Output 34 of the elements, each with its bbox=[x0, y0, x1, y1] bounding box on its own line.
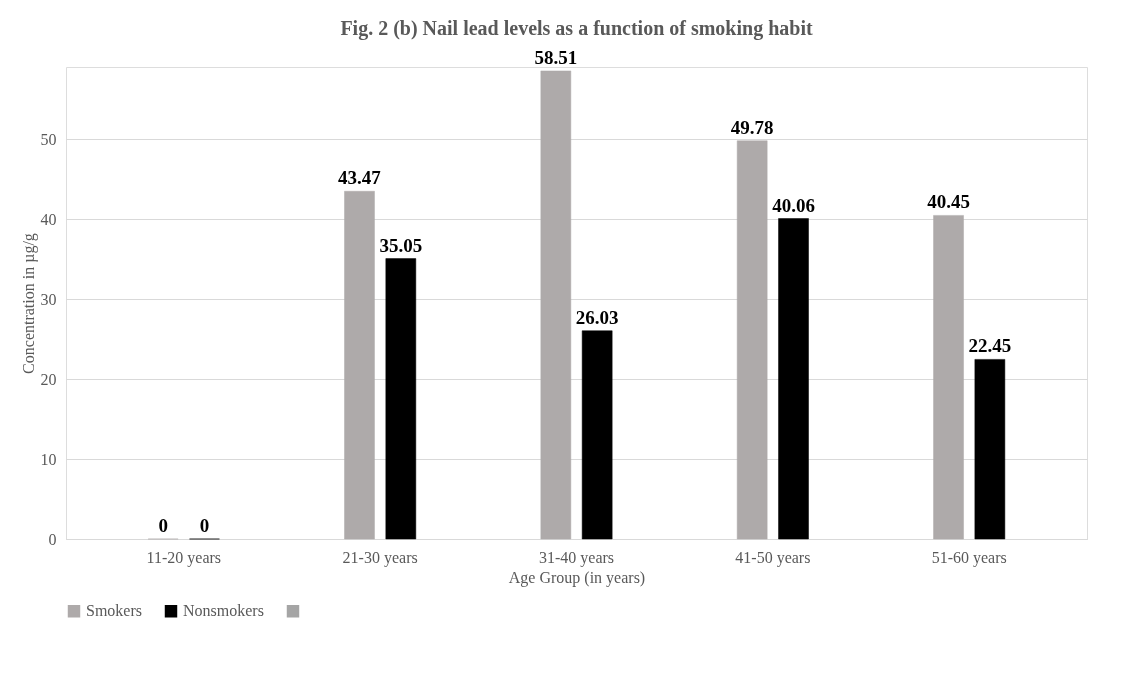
x-tick-label: 41-50 years bbox=[735, 548, 811, 567]
bar bbox=[540, 70, 572, 540]
y-tick-label: 30 bbox=[40, 290, 57, 308]
chart-title: Fig. 2 (b) Nail lead levels as a function of smoking habit bbox=[340, 16, 813, 40]
x-tick-label: 21-30 years bbox=[342, 548, 418, 567]
bar bbox=[581, 330, 613, 540]
x-tick-label: 11-20 years bbox=[146, 548, 222, 567]
legend-label: Smokers bbox=[86, 602, 142, 620]
data-label: 40.06 bbox=[772, 194, 815, 216]
legend-label: Nonsmokers bbox=[183, 602, 264, 620]
data-label: 40.45 bbox=[927, 191, 970, 213]
data-label: 49.78 bbox=[730, 116, 774, 138]
y-tick-label: 50 bbox=[40, 130, 57, 148]
data-label: 43.47 bbox=[338, 167, 382, 189]
data-label: 58.51 bbox=[534, 46, 578, 68]
y-tick-label: 40 bbox=[40, 210, 57, 228]
bar bbox=[974, 359, 1006, 540]
y-tick-label: 20 bbox=[40, 370, 57, 388]
data-label: 26.03 bbox=[575, 306, 619, 328]
data-label: 0 bbox=[158, 515, 168, 536]
bar bbox=[344, 190, 375, 540]
y-axis-title: Concentration in µg/g bbox=[19, 233, 38, 374]
bar bbox=[778, 218, 809, 540]
x-tick-label: 51-60 years bbox=[931, 548, 1007, 567]
y-tick-label: 0 bbox=[48, 530, 57, 548]
bar bbox=[385, 258, 417, 540]
data-label: 35.05 bbox=[379, 234, 423, 256]
x-axis-title: Age Group (in years) bbox=[508, 568, 646, 587]
bar bbox=[736, 140, 768, 540]
y-tick-label: 10 bbox=[40, 450, 57, 468]
data-label: 0 bbox=[199, 515, 210, 536]
bar bbox=[933, 215, 964, 540]
x-tick-label: 31-40 years bbox=[538, 548, 615, 567]
data-label: 22.45 bbox=[968, 335, 1012, 357]
